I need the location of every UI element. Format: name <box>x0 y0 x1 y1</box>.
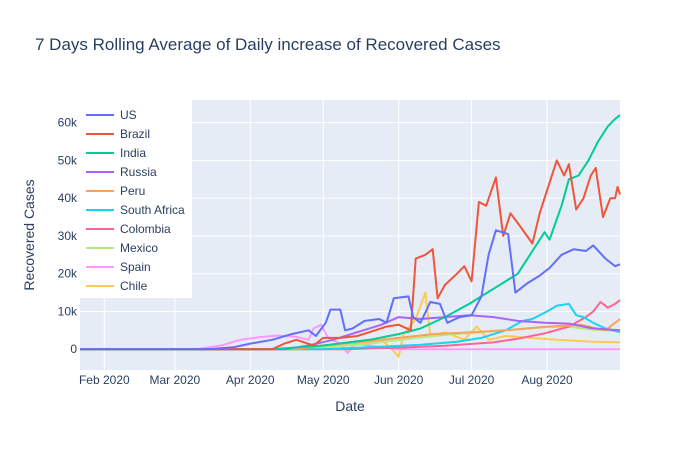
legend-label-mexico: Mexico <box>120 241 158 255</box>
y-tick-label: 40k <box>58 191 78 205</box>
series-line-spain <box>80 323 620 354</box>
series-line-south-africa <box>80 302 621 351</box>
x-tick-label: Apr 2020 <box>226 373 275 387</box>
legend-label-india: India <box>120 146 146 160</box>
y-axis-title: Recovered Cases <box>21 179 37 290</box>
x-tick-label: Jul 2020 <box>449 373 495 387</box>
legend-label-peru: Peru <box>120 184 145 198</box>
legend-label-russia: Russia <box>120 165 157 179</box>
x-tick-label: Aug 2020 <box>521 373 573 387</box>
y-tick-label: 10k <box>58 304 78 318</box>
legend[interactable]: US Brazil India Russia Peru South Africa Colom… <box>80 100 192 298</box>
legend-label-chile: Chile <box>120 279 148 293</box>
series-line-mexico <box>80 325 621 351</box>
x-axis-title: Date <box>335 398 365 414</box>
legend-label-spain: Spain <box>120 260 151 274</box>
series-line-brazil <box>80 159 621 351</box>
y-tick-label: 0 <box>70 342 77 356</box>
x-tick-label: Jun 2020 <box>374 373 424 387</box>
series-line-colombia <box>80 299 621 351</box>
series-line-us <box>80 229 621 351</box>
series-line-russia <box>80 314 621 351</box>
y-tick-label: 30k <box>58 229 78 243</box>
y-axis-ticks: 0 10k 20k 30k 40k 50k 60k <box>58 116 78 357</box>
chart-title: 7 Days Rolling Average of Daily increase… <box>35 35 501 54</box>
series-layer <box>80 114 621 358</box>
legend-label-colombia: Colombia <box>120 222 171 236</box>
legend-label-brazil: Brazil <box>120 127 150 141</box>
series-line-india <box>80 114 621 351</box>
y-tick-label: 20k <box>58 267 78 281</box>
x-tick-label: Mar 2020 <box>150 373 201 387</box>
x-tick-label: Feb 2020 <box>79 373 130 387</box>
legend-label-us: US <box>120 108 137 122</box>
x-tick-label: May 2020 <box>297 373 350 387</box>
x-axis-ticks: Feb 2020 Mar 2020 Apr 2020 May 2020 Jun 2020… <box>79 373 573 387</box>
y-tick-label: 60k <box>58 116 78 130</box>
y-tick-label: 50k <box>58 153 78 167</box>
legend-label-south-africa: South Africa <box>120 203 185 217</box>
